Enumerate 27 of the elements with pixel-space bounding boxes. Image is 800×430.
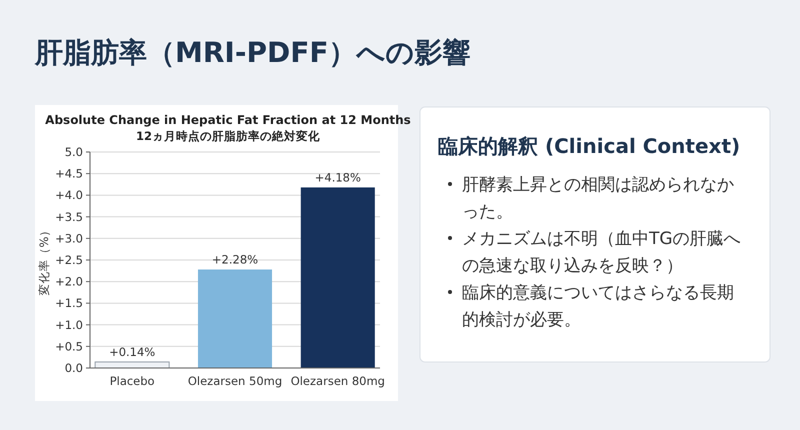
y-tick-label: +4.0 <box>55 188 83 202</box>
data-label: +2.28% <box>212 252 258 267</box>
y-tick-label: +0.5 <box>55 339 83 354</box>
bar <box>198 270 272 368</box>
x-tick-label: Olezarsen 50mg <box>188 374 282 388</box>
y-tick-label: +2.5 <box>55 253 83 268</box>
y-tick-label: +3.5 <box>55 210 83 224</box>
y-tick-label: +3.0 <box>55 231 83 246</box>
bar <box>300 187 375 368</box>
y-tick-label: +2.0 <box>55 274 83 289</box>
x-tick-label: Placebo <box>110 374 155 388</box>
chart-subtitle: 12ヵ月時点の肝脂肪率の絶対変化 <box>136 129 321 143</box>
chart-title: Absolute Change in Hepatic Fat Fraction at 12 Months <box>45 113 411 127</box>
y-tick-label: +4.5 <box>55 166 83 181</box>
data-label: +0.14% <box>109 344 156 359</box>
y-tick-label: +1.5 <box>55 296 83 310</box>
text: 臨床的意義についてはさらなる長期的検討が必要。 <box>462 283 734 330</box>
text: 臨床的解釈 (Clinical Context) <box>438 134 740 158</box>
text: 肝脂肪率（MRI-PDFF）への影響 <box>34 36 470 69</box>
y-tick-label: 5.0 <box>64 145 83 160</box>
x-tick-label: Olezarsen 80mg <box>290 374 385 388</box>
text: 肝酵素上昇との相関は認められなかった。 <box>462 175 734 222</box>
y-axis-title: 変化率（%） <box>37 224 51 296</box>
text: メカニズムは不明（血中TGの肝臓への急速な取り込みを反映？） <box>462 229 741 276</box>
data-label: +4.18% <box>314 170 361 184</box>
y-tick-label: +1.0 <box>55 318 83 332</box>
y-tick-label: 0.0 <box>64 361 83 376</box>
